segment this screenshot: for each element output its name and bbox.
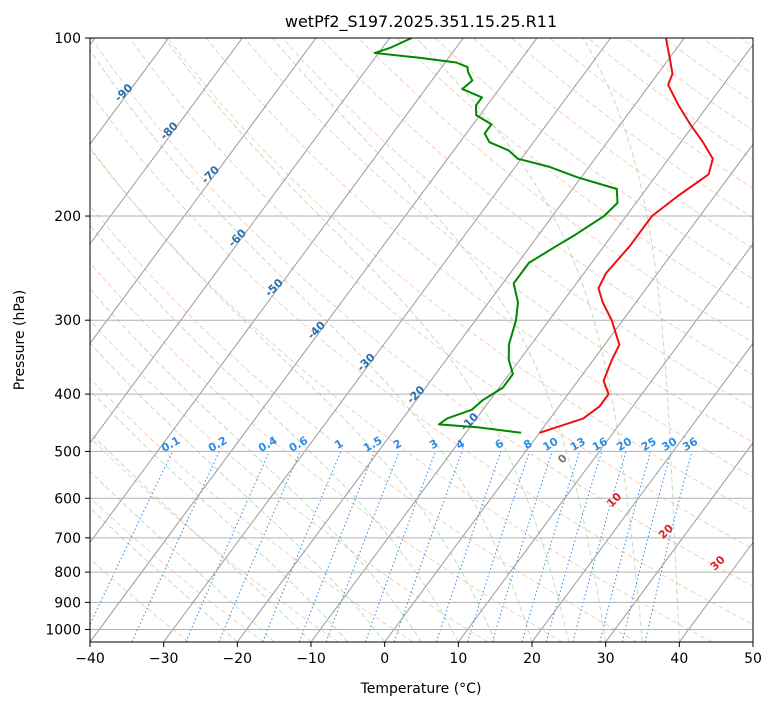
mixing-ratio-line (621, 451, 672, 642)
dry-adiabat-line (205, 38, 753, 478)
mixing-ratio-line (325, 451, 400, 642)
y-tick-label: 700 (54, 531, 81, 547)
dry-adiabat-line (90, 204, 638, 642)
dry-adiabat-line (129, 38, 753, 550)
chart-title: wetPf2_S197.2025.351.15.25.R11 (285, 12, 557, 32)
y-axis-label: Pressure (hPa) (12, 290, 28, 390)
x-tick-label: −40 (75, 651, 105, 667)
y-tick-label: 900 (54, 595, 81, 611)
x-axis-ticks: −40 −30 −20 −10 0 10 20 30 40 50 (75, 642, 762, 667)
profile-series (373, 38, 714, 434)
isotherm-line (90, 38, 538, 642)
dry-adiabat-line (511, 38, 753, 219)
y-tick-label: 200 (54, 209, 81, 225)
x-tick-label: −10 (296, 651, 326, 667)
grid-lines (90, 38, 753, 642)
isotherm-line (236, 38, 685, 642)
y-tick-label: 400 (54, 387, 81, 403)
moist-adiabat-line (90, 224, 459, 642)
dry-adiabat-line (358, 38, 753, 343)
y-tick-label: 100 (54, 31, 81, 47)
x-tick-label: 20 (523, 651, 541, 667)
dry-adiabat-line (90, 148, 712, 642)
dry-adiabat-line (472, 38, 753, 249)
temperature-profile-line (539, 38, 714, 434)
mixing-ratio-line (572, 451, 627, 642)
dry-adiabat-line (434, 38, 753, 280)
isotherm-line (90, 38, 464, 544)
dry-adiabat-line (90, 496, 264, 642)
x-tick-label: −30 (149, 651, 179, 667)
mixing-ratio-line (185, 451, 270, 642)
isotherm-line (90, 38, 170, 146)
mixing-ratio-line (218, 451, 301, 642)
mixing-ratio-line (364, 451, 437, 642)
mixing-ratio-line (491, 451, 553, 642)
moist-adiabat-line (272, 38, 607, 642)
x-tick-label: 50 (744, 651, 762, 667)
isotherm-line (531, 342, 753, 642)
x-tick-label: 30 (597, 651, 615, 667)
dry-adiabat-line (282, 38, 753, 409)
x-tick-label: 10 (449, 651, 467, 667)
isotherm-line (163, 38, 612, 642)
isotherm-line (90, 38, 317, 345)
dry-adiabat-line (90, 262, 563, 642)
isotherm-line (90, 38, 243, 245)
y-tick-label: 1000 (45, 622, 81, 638)
dry-adiabat-line (167, 38, 753, 514)
dry-adiabat-line (549, 38, 753, 189)
moist-adiabat-line (582, 38, 680, 642)
isotherm-line (90, 38, 391, 444)
dry-adiabat-line (243, 38, 753, 443)
mixing-ratio-line (467, 451, 531, 642)
moist-adiabat-line (90, 48, 533, 642)
y-tick-label: 500 (54, 444, 81, 460)
dry-adiabat-line (90, 91, 753, 626)
mixing-ratio-line (521, 451, 581, 642)
mixing-ratio-line (545, 451, 603, 642)
dry-adiabat-line (90, 319, 488, 642)
dewpoint-profile-line (373, 38, 619, 434)
dry-adiabat-line (320, 38, 753, 376)
moist-adiabat-line (416, 38, 643, 642)
isotherm-line (310, 43, 753, 642)
isotherm-line (457, 242, 753, 642)
moist-adiabat-line (90, 389, 349, 642)
mixing-ratio-line (298, 451, 376, 642)
x-tick-label: 40 (670, 651, 688, 667)
x-tick-label: −20 (223, 651, 253, 667)
moist-adiabat-line (163, 38, 570, 642)
isotherm-line (384, 143, 753, 642)
y-tick-label: 800 (54, 565, 81, 581)
background-lines (90, 38, 753, 642)
mixing-ratio-line (262, 451, 342, 642)
moist-adiabat-line (90, 146, 496, 642)
x-tick-label: 0 (380, 651, 389, 667)
mixing-ratio-line (435, 451, 502, 642)
y-axis-ticks: 1000 900 800 700 600 500 400 300 200 100 (45, 31, 90, 638)
y-tick-label: 600 (54, 491, 81, 507)
x-axis-label: Temperature (°C) (360, 681, 482, 697)
mixing-ratio-line (599, 451, 652, 642)
y-tick-label: 300 (54, 313, 81, 329)
plot-frame (89, 37, 754, 643)
isotherm-line (605, 442, 753, 642)
moist-adiabat-line (90, 288, 422, 642)
moist-adiabat-line (90, 470, 275, 642)
